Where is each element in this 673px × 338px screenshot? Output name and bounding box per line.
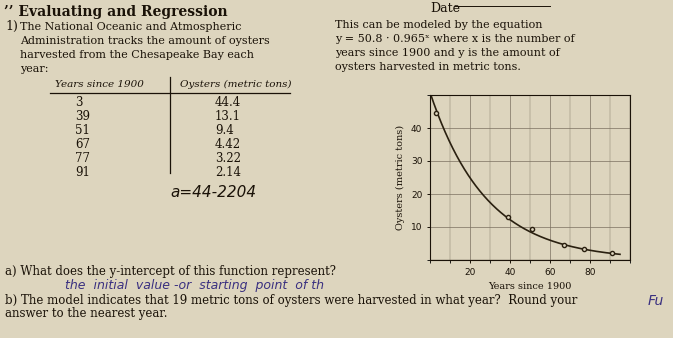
Text: Fu: Fu <box>648 294 664 308</box>
Text: Years since 1900: Years since 1900 <box>55 80 144 89</box>
Text: Date: Date <box>430 2 460 15</box>
Text: Administration tracks the amount of oysters: Administration tracks the amount of oyst… <box>20 36 270 46</box>
Text: ’’ Evaluating and Regression: ’’ Evaluating and Regression <box>4 5 227 19</box>
Text: oysters harvested in metric tons.: oysters harvested in metric tons. <box>335 62 521 72</box>
Text: 39: 39 <box>75 110 90 123</box>
Text: Oysters (metric tons): Oysters (metric tons) <box>180 80 291 89</box>
Text: a) What does the y-intercept of this function represent?: a) What does the y-intercept of this fun… <box>5 265 336 278</box>
Text: 91: 91 <box>75 166 90 179</box>
Text: This can be modeled by the equation: This can be modeled by the equation <box>335 20 542 30</box>
Text: answer to the nearest year.: answer to the nearest year. <box>5 307 168 320</box>
Text: b) The model indicates that 19 metric tons of oysters were harvested in what yea: b) The model indicates that 19 metric to… <box>5 294 577 307</box>
Text: 4.42: 4.42 <box>215 138 241 151</box>
Text: The National Oceanic and Atmospheric: The National Oceanic and Atmospheric <box>20 22 242 32</box>
Text: y = 50.8 · 0.965ˣ where x is the number of: y = 50.8 · 0.965ˣ where x is the number … <box>335 34 575 44</box>
Text: 51: 51 <box>75 124 90 137</box>
Text: the  initial  value -or  starting  point  of th: the initial value -or starting point of … <box>65 279 324 292</box>
Text: 3.22: 3.22 <box>215 152 241 165</box>
Text: 13.1: 13.1 <box>215 110 241 123</box>
Text: harvested from the Chesapeake Bay each: harvested from the Chesapeake Bay each <box>20 50 254 60</box>
Text: 77: 77 <box>75 152 90 165</box>
Text: years since 1900 and y is the amount of: years since 1900 and y is the amount of <box>335 48 560 58</box>
Y-axis label: Oysters (metric tons): Oysters (metric tons) <box>396 125 405 230</box>
Text: 3: 3 <box>75 96 83 109</box>
Text: a=44-2204: a=44-2204 <box>170 185 256 200</box>
Text: 67: 67 <box>75 138 90 151</box>
Text: 2.14: 2.14 <box>215 166 241 179</box>
Text: 1): 1) <box>5 20 18 33</box>
Text: 44.4: 44.4 <box>215 96 241 109</box>
X-axis label: Years since 1900: Years since 1900 <box>489 282 571 291</box>
Text: year:: year: <box>20 64 48 74</box>
Text: 9.4: 9.4 <box>215 124 234 137</box>
